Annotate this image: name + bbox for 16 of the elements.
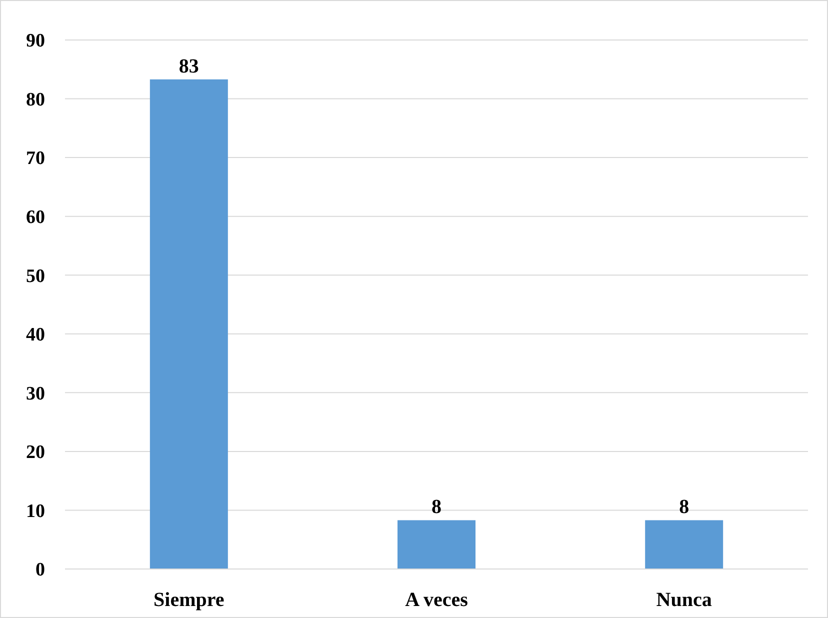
y-tick-label: 10: [26, 500, 45, 522]
y-tick-label: 80: [26, 89, 45, 110]
data-label: 83: [178, 55, 199, 78]
x-tick-label: A veces: [405, 589, 468, 611]
y-tick-label: 0: [36, 560, 45, 581]
y-tick-label: 90: [26, 30, 45, 52]
x-tick-label: Siempre: [154, 589, 224, 611]
y-tick-label: 60: [26, 206, 45, 228]
y-tick-label: 70: [26, 148, 45, 170]
y-tick-label: 30: [26, 383, 45, 404]
y-tick-label: 40: [26, 324, 45, 346]
y-tick-label: 20: [26, 442, 45, 464]
data-label: 8: [679, 496, 690, 518]
y-tick-label: 50: [26, 266, 45, 287]
x-tick-label: Nunca: [656, 589, 712, 611]
data-label: 8: [432, 496, 442, 518]
